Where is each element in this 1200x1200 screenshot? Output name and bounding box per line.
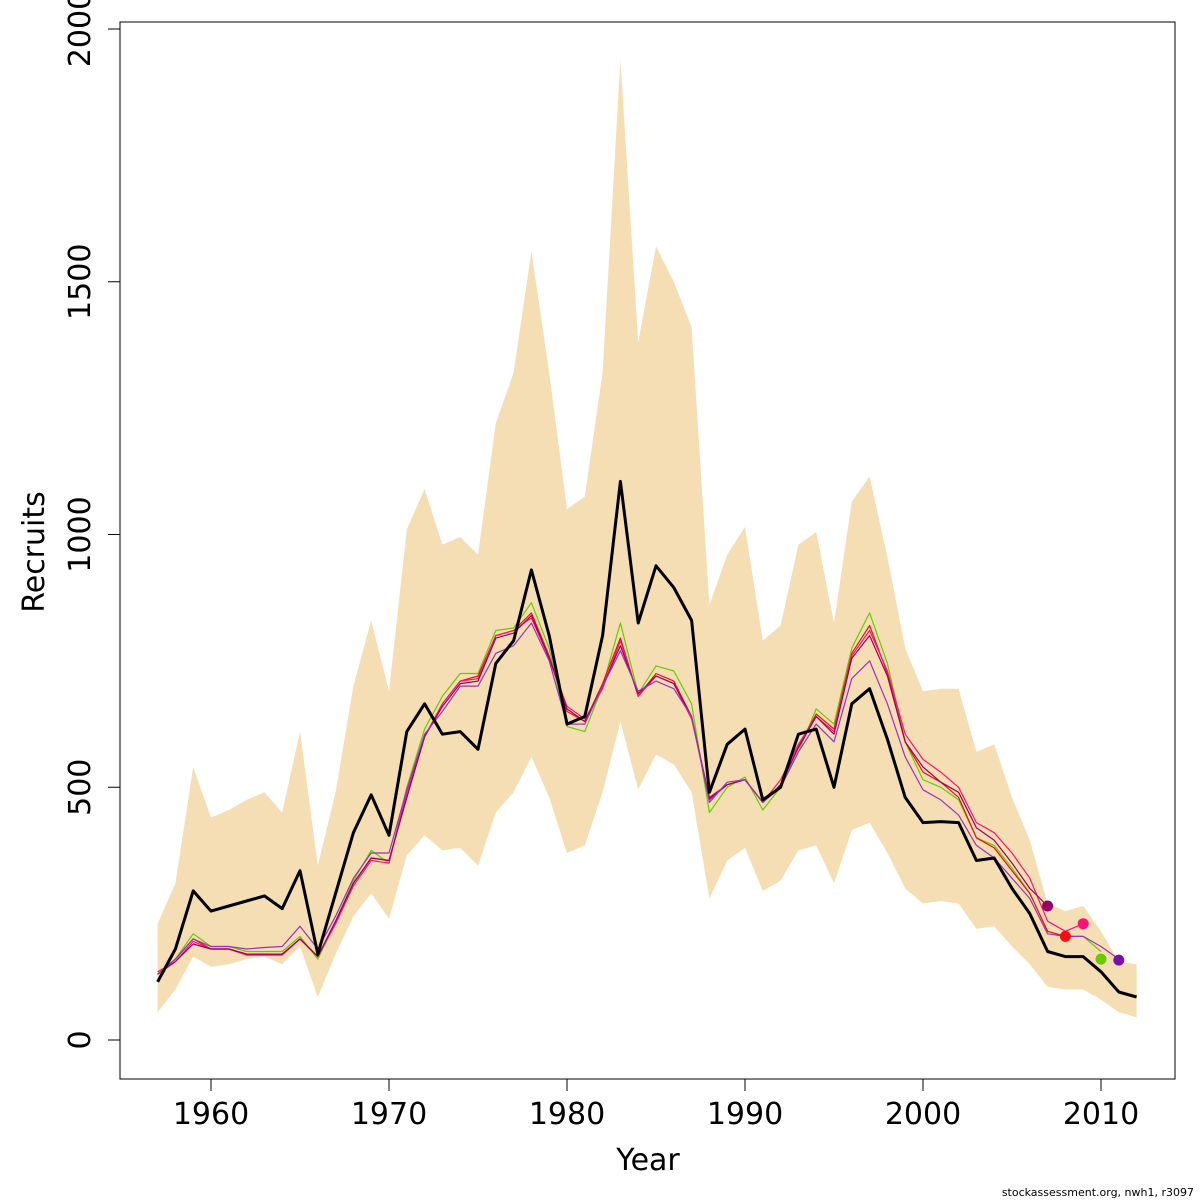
footer-credit: stockassessment.org, nwh1, r3097 [1002,1186,1194,1199]
series-layer [156,479,1138,999]
y-tick-label: 500 [63,759,98,816]
x-tick-label: 1970 [351,1097,427,1132]
x-tick-label: 2010 [1063,1097,1139,1132]
y-tick-label: 1000 [63,496,98,572]
endpoint-2011 [1113,954,1125,966]
y-tick-label: 1500 [63,244,98,320]
x-tick-label: 2000 [885,1097,961,1132]
confidence-band-layer [157,59,1137,1018]
confidence-band [157,59,1137,1018]
y-tick-label: 2000 [63,0,98,67]
series-line-1 [157,602,1102,975]
x-tick-label: 1960 [173,1097,249,1132]
x-tick-label: 1980 [529,1097,605,1132]
x-axis: 1960 1970 1980 1990 2000 2010 [173,1078,1139,1132]
y-axis-title: Recruits [17,491,52,613]
y-tick-label: 0 [63,1030,98,1049]
series-line-0 [156,479,1138,999]
endpoint-2007 [1042,900,1054,912]
x-tick-label: 1990 [707,1097,783,1132]
endpoint-2008 [1059,930,1071,942]
endpoint-2009 [1077,918,1089,930]
y-axis: 0 500 1000 1500 2000 [63,0,121,1050]
endpoint-layer [1042,900,1125,966]
x-axis-title: Year [615,1143,680,1178]
endpoint-2010 [1095,953,1107,965]
